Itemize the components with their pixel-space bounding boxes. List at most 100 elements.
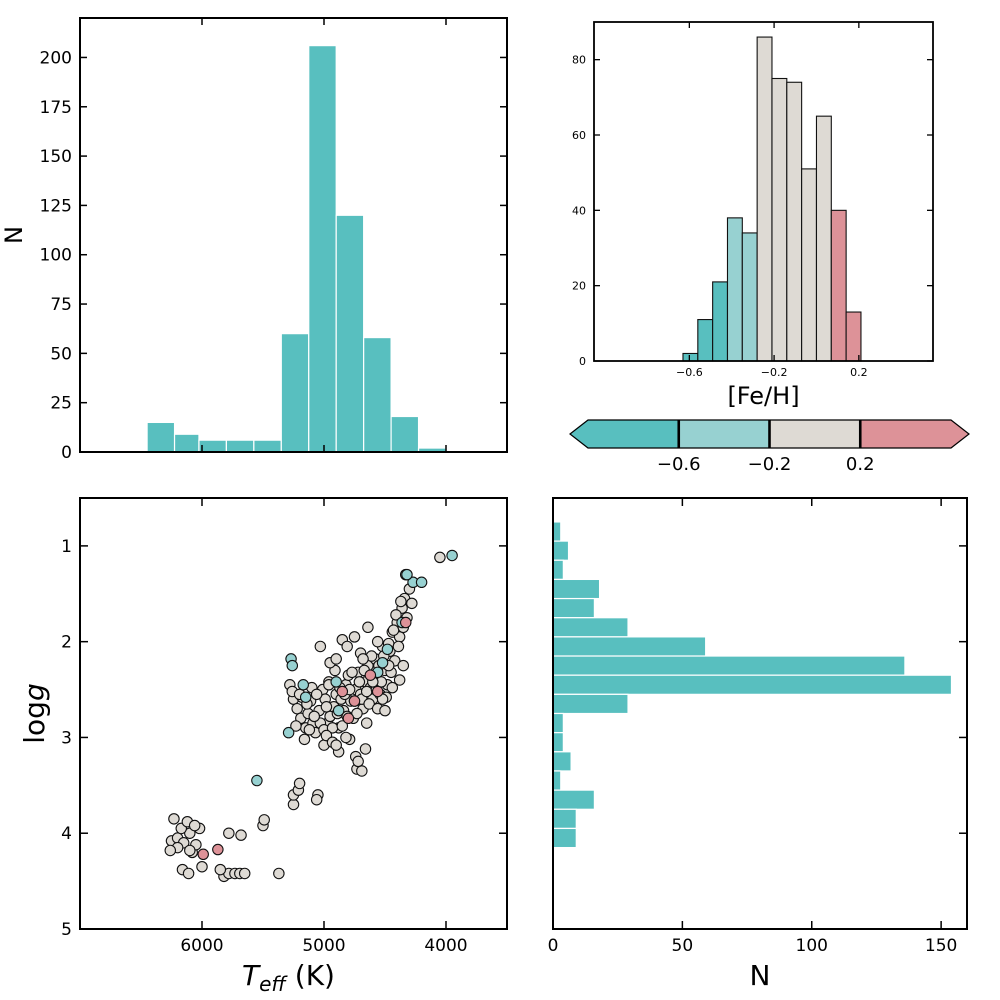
feh-y-tick-label: 80 xyxy=(572,54,586,67)
logg-bar xyxy=(552,770,562,791)
star-point xyxy=(214,863,227,876)
feh-axes-frame xyxy=(593,21,934,362)
logg-bar xyxy=(552,674,953,695)
logg-bar xyxy=(552,597,596,619)
star-point xyxy=(286,659,299,672)
star-point xyxy=(290,720,302,732)
star-point xyxy=(415,576,428,589)
feh-bar xyxy=(786,81,803,362)
feh-bar xyxy=(815,115,832,362)
star-point xyxy=(212,843,224,856)
kiel-y-tick-label: 4 xyxy=(61,824,72,844)
star-point xyxy=(330,676,342,688)
star-point xyxy=(299,691,312,703)
logg-axis-label: logg xyxy=(18,683,51,743)
feh-bar xyxy=(697,319,714,362)
star-point xyxy=(332,704,345,717)
teff-y-tick-label: 25 xyxy=(50,394,72,414)
colorbar-outline xyxy=(569,419,970,449)
kiel-y-tick-label: 2 xyxy=(61,633,72,653)
logg-hist-x-tick-label: 0 xyxy=(548,936,559,956)
logg-bar xyxy=(552,521,562,542)
star-point xyxy=(356,765,368,777)
logg-bar xyxy=(552,559,564,581)
teff-bar xyxy=(198,439,227,453)
star-point xyxy=(357,653,369,665)
teff-axis-label-subscript: eff xyxy=(259,972,288,996)
teff-bar xyxy=(173,433,200,453)
teff-y-tick-label: 100 xyxy=(40,246,72,266)
teff-axis-label: Teff (K) xyxy=(242,959,335,996)
star-point xyxy=(348,695,361,707)
star-point xyxy=(235,829,247,841)
teff-bar xyxy=(253,439,282,453)
colorbar-segment xyxy=(678,420,770,448)
star-point xyxy=(303,724,316,736)
star-point xyxy=(182,867,195,880)
feh-x-tick-label: 0.2 xyxy=(850,366,868,379)
star-point xyxy=(376,656,389,669)
feh-x-tick-label: −0.2 xyxy=(761,366,788,379)
colorbar-segment xyxy=(588,420,680,448)
logg-hist-x-tick-label: 50 xyxy=(672,936,694,956)
star-point xyxy=(287,798,300,811)
kiel-y-tick-label: 5 xyxy=(61,920,72,940)
colorbar-extend-high xyxy=(951,420,969,448)
logg-bar xyxy=(552,751,572,772)
kiel-y-tick-label: 1 xyxy=(61,537,72,557)
star-point xyxy=(387,624,400,636)
star-point xyxy=(390,609,402,621)
feh-bar xyxy=(726,217,743,362)
star-point xyxy=(342,712,355,725)
star-point xyxy=(188,819,201,832)
teff-hist-y-axis-label: N xyxy=(0,226,28,244)
colorbar-tick-label: 0.2 xyxy=(846,454,875,475)
star-point xyxy=(184,844,196,857)
star-point xyxy=(392,640,405,653)
logg-hist-x-axis-label: N xyxy=(750,959,771,992)
teff-y-tick-label: 200 xyxy=(40,48,72,68)
logg-hist-x-tick-label: 150 xyxy=(925,936,957,956)
feh-bar xyxy=(801,168,818,362)
star-point xyxy=(352,755,364,768)
kiel-diagram-panel: 6000 5000 4000 1 2 3 4 5 Teff (K) logg xyxy=(18,497,508,996)
star-point xyxy=(314,640,327,653)
teff-y-tick-label: 125 xyxy=(40,196,72,216)
star-point xyxy=(341,640,353,653)
star-point xyxy=(251,774,263,787)
star-point xyxy=(360,685,373,698)
teff-bar xyxy=(280,333,310,453)
star-point xyxy=(397,659,410,672)
star-point xyxy=(330,739,342,751)
star-point xyxy=(320,701,333,713)
star-point xyxy=(371,635,384,648)
teff-bar xyxy=(146,421,176,453)
star-point xyxy=(336,685,349,698)
colorbar-tick-label: −0.2 xyxy=(748,454,792,475)
teff-y-tick-label: 0 xyxy=(61,443,72,463)
logg-bar xyxy=(552,578,601,600)
star-point xyxy=(363,698,375,710)
teff-bar xyxy=(363,336,392,453)
logg-axis-label-log: log xyxy=(18,701,51,744)
logg-bar xyxy=(552,732,564,753)
teff-axis-label-symbol: T xyxy=(242,959,261,992)
feh-bar xyxy=(845,311,862,362)
colorbar-extend-low xyxy=(570,420,588,448)
star-point xyxy=(379,704,391,717)
colorbar-tick-label: −0.6 xyxy=(657,454,701,475)
teff-axis-label-unit: (K) xyxy=(286,959,335,992)
star-point xyxy=(330,653,342,665)
teff-y-tick-label: 175 xyxy=(40,98,72,118)
star-point xyxy=(399,616,412,629)
feh-x-axis-label: [Fe/H] xyxy=(727,382,799,410)
feh-x-tick-label: −0.6 xyxy=(676,366,703,379)
star-point xyxy=(371,685,384,698)
star-point xyxy=(353,676,366,688)
star-point xyxy=(196,860,208,873)
logg-bar xyxy=(552,636,707,657)
star-point xyxy=(291,702,303,715)
star-point xyxy=(381,643,394,656)
star-point xyxy=(297,679,310,691)
